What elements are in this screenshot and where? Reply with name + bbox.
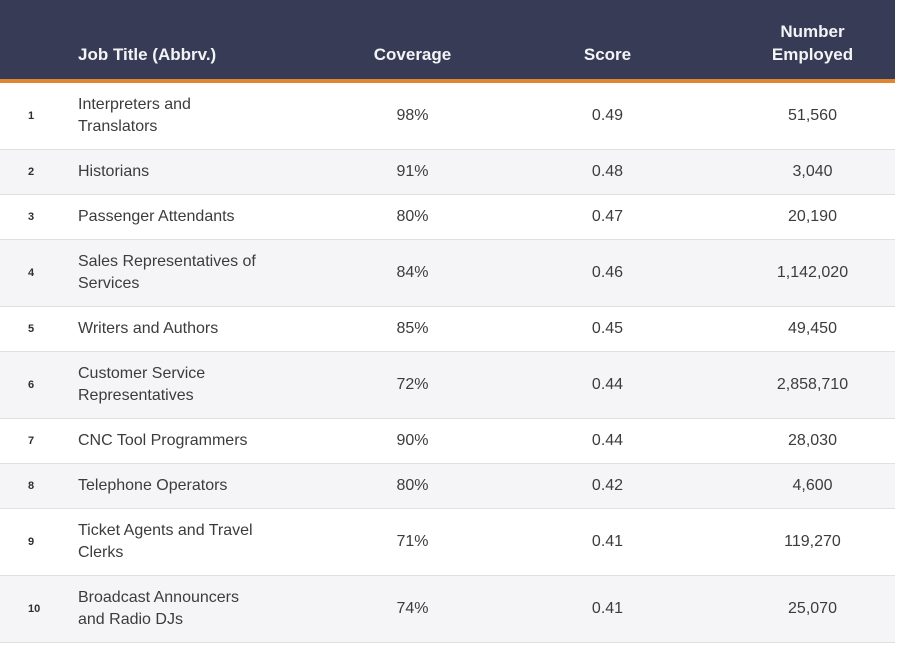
column-header-number-employed-label: Number Employed xyxy=(771,22,854,64)
job-title-text: CNC Tool Programmers xyxy=(78,432,248,449)
score-cell: 0.44 xyxy=(485,418,730,464)
coverage-cell: 91% xyxy=(340,149,485,195)
job-title-text: Historians xyxy=(78,163,150,180)
rank-cell: 7 xyxy=(0,418,55,464)
rank-cell: 9 xyxy=(0,508,55,576)
header-row: Job Title (Abbrv.) Coverage Score Number… xyxy=(0,0,895,83)
rank-cell: 2 xyxy=(0,149,55,195)
job-title-cell: Customer Service Representatives xyxy=(55,351,340,419)
coverage-cell: 71% xyxy=(340,508,485,576)
score-cell: 0.45 xyxy=(485,306,730,352)
job-title-text: Customer Service Representatives xyxy=(78,365,206,404)
score-cell: 0.41 xyxy=(485,575,730,643)
table-row: 5 Writers and Authors 85% 0.45 49,450 xyxy=(0,306,895,352)
table-row: 1 Interpreters and Translators 98% 0.49 … xyxy=(0,81,895,150)
table-row: 10 Broadcast Announcers and Radio DJs 74… xyxy=(0,575,895,643)
coverage-cell: 80% xyxy=(340,463,485,509)
column-header-number-employed: Number Employed xyxy=(730,0,895,83)
coverage-cell: 72% xyxy=(340,351,485,419)
coverage-cell: 98% xyxy=(340,81,485,150)
rank-cell: 8 xyxy=(0,463,55,509)
job-title-cell: Broadcast Announcers and Radio DJs xyxy=(55,575,340,643)
score-cell: 0.44 xyxy=(485,351,730,419)
table-row: 7 CNC Tool Programmers 90% 0.44 28,030 xyxy=(0,418,895,464)
job-title-text: Telephone Operators xyxy=(78,477,228,494)
number-employed-cell: 51,560 xyxy=(730,81,895,150)
job-title-cell: Passenger Attendants xyxy=(55,194,340,240)
job-title-cell: CNC Tool Programmers xyxy=(55,418,340,464)
table-row: 6 Customer Service Representatives 72% 0… xyxy=(0,351,895,419)
job-title-text: Broadcast Announcers and Radio DJs xyxy=(78,589,239,628)
table-body: 1 Interpreters and Translators 98% 0.49 … xyxy=(0,81,895,643)
job-title-text: Writers and Authors xyxy=(78,320,219,337)
score-cell: 0.46 xyxy=(485,239,730,307)
number-employed-cell: 25,070 xyxy=(730,575,895,643)
table-row: 2 Historians 91% 0.48 3,040 xyxy=(0,149,895,195)
column-header-score: Score xyxy=(485,0,730,83)
job-title-cell: Interpreters and Translators xyxy=(55,81,340,150)
job-title-text: Ticket Agents and Travel Clerks xyxy=(78,522,253,561)
number-employed-cell: 49,450 xyxy=(730,306,895,352)
table-header: Job Title (Abbrv.) Coverage Score Number… xyxy=(0,0,895,83)
job-title-cell: Historians xyxy=(55,149,340,195)
table-row: 4 Sales Representatives of Services 84% … xyxy=(0,239,895,307)
job-title-cell: Writers and Authors xyxy=(55,306,340,352)
number-employed-cell: 4,600 xyxy=(730,463,895,509)
rank-cell: 4 xyxy=(0,239,55,307)
job-title-cell: Ticket Agents and Travel Clerks xyxy=(55,508,340,576)
number-employed-cell: 20,190 xyxy=(730,194,895,240)
column-header-job-title: Job Title (Abbrv.) xyxy=(55,0,340,83)
number-employed-cell: 2,858,710 xyxy=(730,351,895,419)
rank-cell: 3 xyxy=(0,194,55,240)
coverage-cell: 84% xyxy=(340,239,485,307)
number-employed-cell: 3,040 xyxy=(730,149,895,195)
coverage-cell: 74% xyxy=(340,575,485,643)
score-cell: 0.42 xyxy=(485,463,730,509)
rank-cell: 5 xyxy=(0,306,55,352)
table-row: 9 Ticket Agents and Travel Clerks 71% 0.… xyxy=(0,508,895,576)
job-title-cell: Sales Representatives of Services xyxy=(55,239,340,307)
score-cell: 0.49 xyxy=(485,81,730,150)
rank-cell: 6 xyxy=(0,351,55,419)
number-employed-cell: 1,142,020 xyxy=(730,239,895,307)
jobs-ranking-table: Job Title (Abbrv.) Coverage Score Number… xyxy=(0,0,895,643)
score-cell: 0.41 xyxy=(485,508,730,576)
job-title-cell: Telephone Operators xyxy=(55,463,340,509)
job-title-text: Passenger Attendants xyxy=(78,208,235,225)
coverage-cell: 90% xyxy=(340,418,485,464)
column-header-rank xyxy=(0,0,55,83)
table-row: 3 Passenger Attendants 80% 0.47 20,190 xyxy=(0,194,895,240)
column-header-coverage: Coverage xyxy=(340,0,485,83)
job-title-text: Sales Representatives of Services xyxy=(78,253,256,292)
job-title-text: Interpreters and Translators xyxy=(78,96,191,135)
table-row: 8 Telephone Operators 80% 0.42 4,600 xyxy=(0,463,895,509)
number-employed-cell: 119,270 xyxy=(730,508,895,576)
rank-cell: 10 xyxy=(0,575,55,643)
rank-cell: 1 xyxy=(0,81,55,150)
coverage-cell: 80% xyxy=(340,194,485,240)
score-cell: 0.47 xyxy=(485,194,730,240)
coverage-cell: 85% xyxy=(340,306,485,352)
score-cell: 0.48 xyxy=(485,149,730,195)
number-employed-cell: 28,030 xyxy=(730,418,895,464)
